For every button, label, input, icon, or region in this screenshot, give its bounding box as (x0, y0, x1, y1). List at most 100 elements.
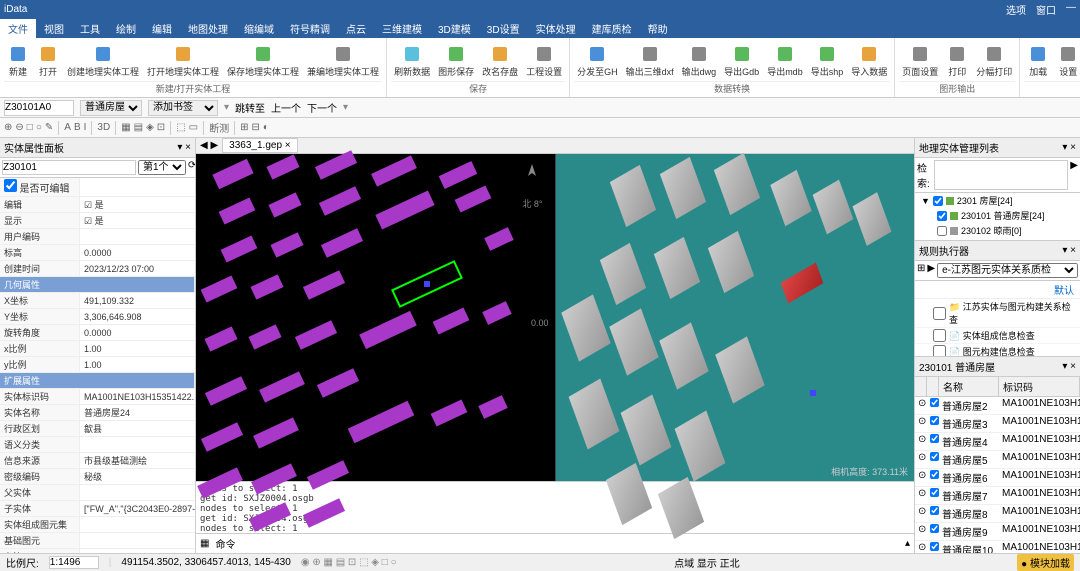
rules-default-link[interactable]: 默认 (1054, 286, 1074, 297)
menu-tab-10[interactable]: 3D建模 (430, 19, 479, 38)
ribbon-btn-1-0[interactable]: 刷新数据 (391, 40, 433, 81)
status-icons[interactable]: ◉ ⊕ ▦ ▤ ⊡ ⬚ ◈ □ ○ (301, 557, 397, 568)
building-shape[interactable] (259, 371, 305, 402)
entity-row[interactable]: ⊙普通房屋7MA1001NE103H1535... (915, 487, 1080, 505)
building-shape[interactable] (319, 186, 361, 216)
tool-14[interactable]: ◈ (146, 122, 154, 133)
building-shape[interactable] (250, 274, 283, 299)
selected-shape[interactable] (391, 260, 463, 308)
refresh-icon[interactable]: ⟳ (188, 160, 196, 175)
ribbon-btn-2-2[interactable]: 输出dwg (679, 40, 720, 81)
building-shape[interactable] (478, 395, 507, 419)
building-shape[interactable] (270, 232, 303, 257)
building-3d[interactable] (620, 395, 671, 466)
close-icon[interactable]: ▾ × (1062, 245, 1076, 256)
ribbon-btn-0-2[interactable]: 创建地理实体工程 (64, 40, 142, 81)
tool-15[interactable]: ⊡ (157, 122, 165, 133)
prop-row[interactable]: Y坐标3,306,646.908 (0, 309, 195, 325)
ribbon-btn-4-0[interactable]: 加载 (1024, 40, 1052, 81)
prop-row[interactable]: 信息来源市县级基础测绘 (0, 453, 195, 469)
building-3d[interactable] (852, 192, 891, 246)
tool-22[interactable]: ⊞ (240, 122, 248, 133)
viewport-tab[interactable]: ◀ ▶ 3363_1.gep × (196, 138, 914, 154)
prop-row[interactable]: 旋转角度0.0000 (0, 325, 195, 341)
tool-1[interactable]: ⊖ (15, 122, 23, 133)
entity-row[interactable]: ⊙普通房屋4MA1001NE103H1535... (915, 433, 1080, 451)
prop-row[interactable]: 子实体["FW_A","{3C2043E0-2897-... (0, 501, 195, 517)
prop-row[interactable]: 基础图元 (0, 533, 195, 549)
building-shape[interactable] (315, 150, 357, 180)
prop-row[interactable]: 创建时间2023/12/23 07:00 (0, 261, 195, 277)
prop-row[interactable]: 标高0.0000 (0, 245, 195, 261)
tree-item[interactable]: 230102 晾雨[0] (915, 223, 1080, 238)
building-shape[interactable] (201, 422, 243, 452)
building-shape[interactable] (303, 270, 345, 300)
building-shape[interactable] (266, 154, 299, 179)
nav-prev[interactable]: 上一个 (271, 100, 301, 115)
tool-2[interactable]: □ (27, 122, 33, 133)
menu-tab-14[interactable]: 帮助 (640, 19, 676, 38)
building-shape[interactable] (205, 376, 247, 406)
prop-row[interactable]: 语义分类 (0, 437, 195, 453)
menu-tab-3[interactable]: 绘制 (108, 19, 144, 38)
building-3d[interactable] (770, 170, 811, 227)
ribbon-btn-2-1[interactable]: 输出三维dxf (623, 40, 677, 81)
menu-tab-0[interactable]: 文件 (0, 19, 36, 38)
tool-7[interactable]: B (74, 122, 81, 133)
prop-row[interactable]: 用户编码 (0, 229, 195, 245)
building-3d[interactable] (812, 180, 853, 235)
building-shape[interactable] (455, 185, 492, 212)
prop-row[interactable]: 编辑☑ 是 (0, 197, 195, 213)
prop-row[interactable]: X坐标491,109.332 (0, 293, 195, 309)
ribbon-btn-1-3[interactable]: 工程设置 (523, 40, 565, 81)
building-3d[interactable] (780, 263, 823, 304)
ribbon-btn-0-5[interactable]: 兼编地理实体工程 (304, 40, 382, 81)
building-3d[interactable] (674, 411, 725, 482)
rules-play-icon[interactable]: ▶ (927, 263, 935, 278)
menu-tab-4[interactable]: 编辑 (144, 19, 180, 38)
building-shape[interactable] (212, 159, 253, 190)
prop-row[interactable]: y比例1.00 (0, 357, 195, 373)
menu-tab-7[interactable]: 符号精调 (282, 19, 338, 38)
building-3d[interactable] (609, 308, 658, 375)
tool-12[interactable]: ▦ (121, 122, 130, 133)
entity-row[interactable]: ⊙普通房屋9MA1001NE103H1535... (915, 523, 1080, 541)
entity-counter[interactable]: 第1个 (138, 160, 186, 175)
building-shape[interactable] (201, 275, 238, 302)
title-opt-0[interactable]: 选项 (1006, 2, 1026, 17)
ribbon-btn-0-3[interactable]: 打开地理实体工程 (144, 40, 222, 81)
building-shape[interactable] (204, 326, 237, 351)
entity-row[interactable]: ⊙普通房屋5MA1001NE103H1535... (915, 451, 1080, 469)
building-3d[interactable] (713, 153, 759, 215)
scale-input[interactable] (49, 556, 99, 569)
prop-row[interactable]: 实体组成图元集 (0, 517, 195, 533)
tree-item[interactable]: ▼ 2301 房屋[24] (915, 193, 1080, 208)
building-shape[interactable] (253, 417, 299, 448)
ribbon-btn-0-1[interactable]: 打开 (34, 40, 62, 81)
tree-search-input[interactable] (934, 160, 1068, 190)
ribbon-btn-2-4[interactable]: 导出mdb (764, 40, 806, 81)
building-3d[interactable] (568, 379, 619, 450)
building-shape[interactable] (375, 190, 434, 229)
tool-18[interactable]: ▭ (189, 122, 198, 133)
prop-row[interactable]: 显示☑ 是 (0, 213, 195, 229)
search-go-icon[interactable]: ▶ (1070, 160, 1078, 190)
building-shape[interactable] (439, 161, 478, 189)
nav-goto[interactable]: 跳转至 (235, 100, 265, 115)
prop-row[interactable]: 实体名称普通房屋24 (0, 405, 195, 421)
ribbon-btn-2-3[interactable]: 导出Gdb (721, 40, 762, 81)
tool-24[interactable]: ◐ (263, 122, 269, 133)
prop-row[interactable]: 父实体 (0, 485, 195, 501)
building-3d[interactable] (561, 294, 610, 361)
entity-row[interactable]: ⊙普通房屋10MA1001NE103H1535... (915, 541, 1080, 553)
ribbon-btn-1-2[interactable]: 改名存盘 (479, 40, 521, 81)
ribbon-btn-1-1[interactable]: 图形保存 (435, 40, 477, 81)
tool-3[interactable]: ○ (36, 122, 42, 133)
ribbon-btn-3-0[interactable]: 页面设置 (899, 40, 941, 81)
nav-next[interactable]: 下一个 (307, 100, 337, 115)
menu-tab-11[interactable]: 3D设置 (479, 19, 528, 38)
building-shape[interactable] (248, 324, 281, 349)
console-expand-icon[interactable]: ▴ (905, 538, 910, 549)
menu-tab-6[interactable]: 缩编域 (236, 19, 282, 38)
ribbon-btn-0-0[interactable]: 新建 (4, 40, 32, 81)
